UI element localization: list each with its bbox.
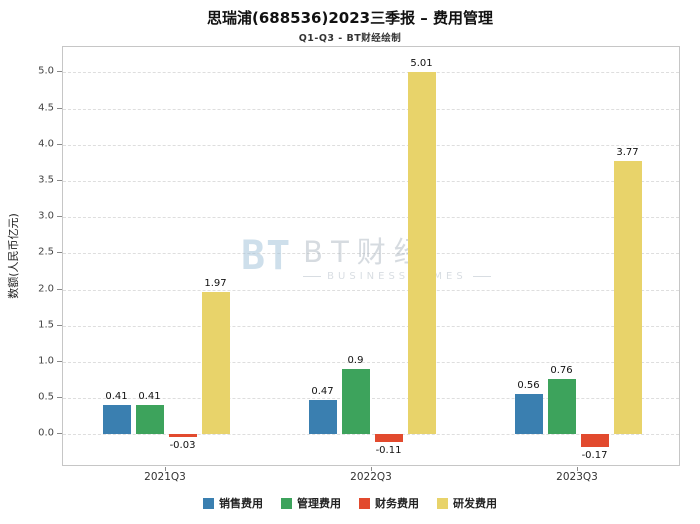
watermark-bt-finance: BT BT财经 BUSINESS TIMES xyxy=(241,229,491,283)
bar-2021Q3-财务费用 xyxy=(168,434,197,437)
chart-subtitle: Q1-Q3 - BT财经绘制 xyxy=(298,33,402,44)
legend-label: 管理费用 xyxy=(297,497,341,510)
gridline xyxy=(63,289,679,291)
bar-2021Q3-研发费用 xyxy=(201,291,230,435)
y-tick-label: 2.0 xyxy=(38,283,54,295)
gridline xyxy=(63,217,679,219)
gridline xyxy=(63,144,679,146)
x-tick-mark xyxy=(371,467,372,471)
legend-item-销售费用: 销售费用 xyxy=(203,495,263,511)
x-tick-mark xyxy=(165,467,166,471)
x-tick-mark xyxy=(577,467,578,471)
bar-2022Q3-研发费用 xyxy=(407,71,436,435)
watermark-subtext: BUSINESS TIMES xyxy=(303,271,491,282)
legend-item-研发费用: 研发费用 xyxy=(437,495,497,511)
gridline xyxy=(63,72,679,74)
bar-2021Q3-销售费用 xyxy=(102,404,131,435)
legend-swatch xyxy=(437,497,448,509)
legend-label: 财务费用 xyxy=(375,497,419,510)
bar-value-label: 0.47 xyxy=(311,386,334,398)
gridline xyxy=(63,253,679,255)
bar-2021Q3-管理费用 xyxy=(135,404,164,435)
bar-value-label: 1.97 xyxy=(204,277,227,289)
legend-swatch xyxy=(281,497,292,509)
y-tick-label: 1.5 xyxy=(38,319,54,331)
bt-logo-icon: BT xyxy=(241,232,292,279)
bar-2023Q3-管理费用 xyxy=(547,379,576,435)
bar-value-label: -0.11 xyxy=(375,445,402,457)
x-category-label: 2023Q3 xyxy=(556,471,598,483)
bar-2022Q3-管理费用 xyxy=(341,369,370,435)
y-tick-label: 2.5 xyxy=(38,246,54,258)
legend-label: 销售费用 xyxy=(219,497,263,510)
bar-2023Q3-研发费用 xyxy=(613,161,642,435)
legend-item-财务费用: 财务费用 xyxy=(359,495,419,511)
gridline xyxy=(63,180,679,182)
legend-label: 研发费用 xyxy=(453,497,497,510)
bar-value-label: 0.9 xyxy=(347,355,364,367)
bar-2022Q3-销售费用 xyxy=(308,400,337,435)
gridline xyxy=(63,325,679,327)
y-tick-label: 3.0 xyxy=(38,210,54,222)
legend-swatch xyxy=(359,497,370,509)
y-tick-label: 0.5 xyxy=(38,391,54,403)
y-axis-label: 数额(人民币亿元) xyxy=(7,213,20,299)
bar-value-label: -0.17 xyxy=(581,449,608,461)
gridline xyxy=(63,362,679,363)
bar-value-label: 5.01 xyxy=(410,57,433,69)
gridline xyxy=(63,434,679,436)
x-category-label: 2022Q3 xyxy=(350,471,392,483)
bar-2023Q3-销售费用 xyxy=(514,393,543,435)
bar-value-label: -0.03 xyxy=(169,439,196,451)
y-tick-label: 0.0 xyxy=(38,427,54,439)
bar-value-label: 0.41 xyxy=(105,390,128,402)
legend-item-管理费用: 管理费用 xyxy=(281,495,341,511)
plot-area: BT BT财经 BUSINESS TIMES 0.41 0.41 -0.03 1.97… xyxy=(62,46,680,466)
gridline xyxy=(63,398,679,400)
bar-value-label: 3.77 xyxy=(616,147,639,159)
chart-title: 思瑞浦(688536)2023三季报 – 费用管理 xyxy=(206,9,494,27)
y-tick-label: 4.5 xyxy=(38,102,54,114)
bar-2023Q3-财务费用 xyxy=(580,434,609,447)
legend-swatch xyxy=(203,497,214,509)
legend: 销售费用 管理费用 财务费用 研发费用 xyxy=(0,495,700,511)
bar-value-label: 0.76 xyxy=(550,365,573,377)
bar-value-label: 0.56 xyxy=(517,379,540,391)
y-tick-label: 4.0 xyxy=(38,138,54,150)
y-tick-label: 3.5 xyxy=(38,174,54,186)
bar-2022Q3-财务费用 xyxy=(374,434,403,443)
y-tick-label: 1.0 xyxy=(38,355,54,367)
watermark-text: BT财经 BUSINESS TIMES xyxy=(303,229,491,282)
y-tick-label: 5.0 xyxy=(38,65,54,77)
watermark-brand-text: BT财经 xyxy=(303,235,431,269)
x-category-label: 2021Q3 xyxy=(144,471,186,483)
bar-value-label: 0.41 xyxy=(138,390,161,402)
gridline xyxy=(63,108,679,110)
